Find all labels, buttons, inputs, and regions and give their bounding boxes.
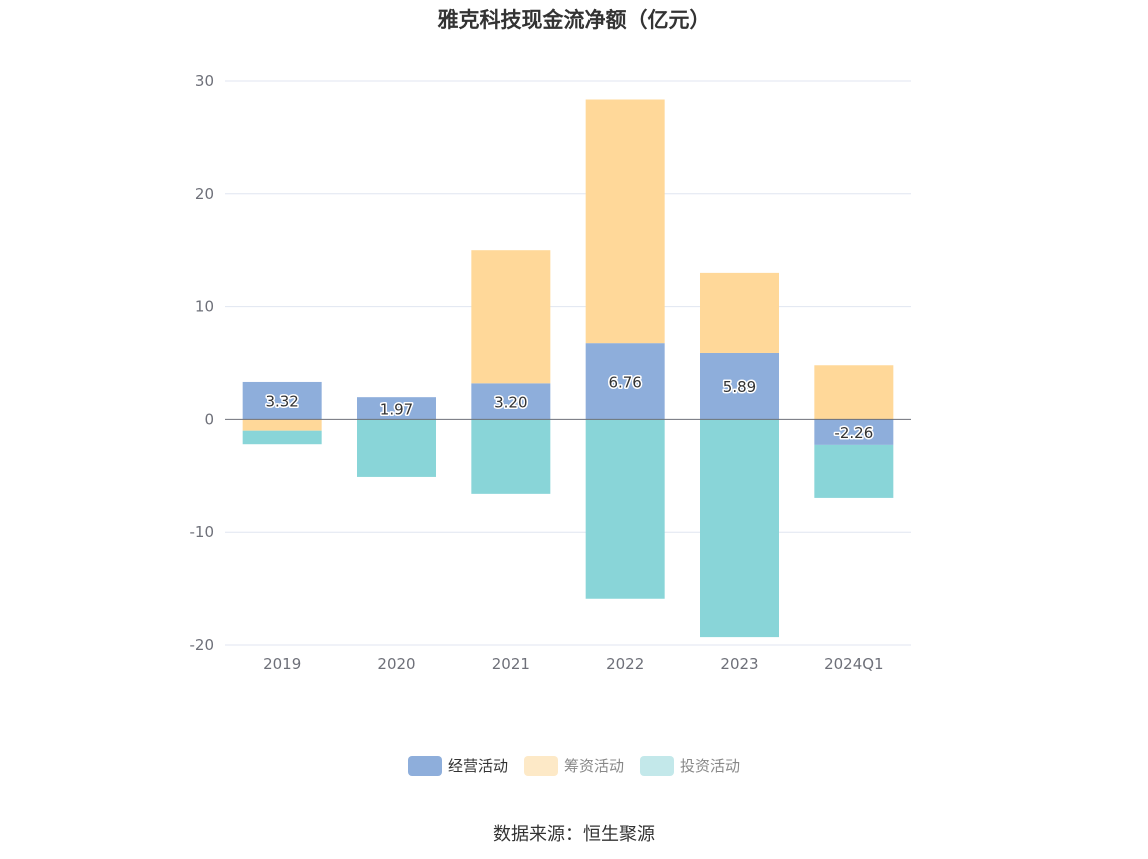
bar-经营活动-2023 <box>700 352 779 420</box>
legend: 经营活动 筹资活动 投资活动 <box>0 755 1148 776</box>
legend-item-筹资活动[interactable]: 筹资活动 <box>523 755 624 776</box>
chart-title: 雅克科技现金流净额（亿元） <box>437 8 711 32</box>
source-note: 数据来源：恒生聚源 <box>493 824 655 845</box>
x-tick-label: 2019 <box>263 655 301 673</box>
data-label: 1.97 <box>380 400 413 418</box>
data-label: -2.26 <box>834 424 873 442</box>
legend-swatch <box>407 755 442 776</box>
axes: -20 -10 0 10 20 30 2019 2020 2021 2022 2023 2024Q1 <box>190 72 911 673</box>
bar-筹资活动-2024Q1 <box>814 365 894 420</box>
bar-筹资活动-2021 <box>471 250 551 384</box>
bar-投资活动-2020 <box>357 419 436 477</box>
bar-投资活动-2021 <box>471 419 551 494</box>
y-tick-label: 10 <box>195 298 214 316</box>
y-tick-label: 0 <box>204 410 214 428</box>
grid-lines <box>225 80 911 646</box>
bar-投资活动-2019 <box>242 430 322 445</box>
bar-筹资活动-2019 <box>242 419 322 431</box>
y-tick-label: 30 <box>195 72 214 90</box>
data-label: 5.89 <box>723 378 756 396</box>
legend-label: 经营活动 <box>447 757 508 775</box>
y-tick-label: -10 <box>190 523 215 541</box>
data-labels: 3.32 1.97 3.20 6.76 5.89 -2.26 <box>264 372 875 444</box>
bar-投资活动-2023 <box>700 419 779 638</box>
data-label: 3.20 <box>494 393 527 411</box>
bars <box>242 99 894 638</box>
y-tick-label: -20 <box>190 636 215 654</box>
x-tick-label: 2021 <box>492 655 530 673</box>
bar-投资活动-2022 <box>585 419 665 599</box>
x-tick-label: 2023 <box>720 655 758 673</box>
x-tick-label: 2020 <box>377 655 415 673</box>
bar-投资活动-2024Q1 <box>814 444 894 498</box>
data-label: 3.32 <box>265 393 298 411</box>
bar-筹资活动-2023 <box>700 272 779 353</box>
bar-经营活动-2024Q1 <box>814 419 894 445</box>
bar-经营活动-2019 <box>242 381 322 420</box>
bar-经营活动-2022 <box>585 343 665 420</box>
y-tick-label: 20 <box>195 185 214 203</box>
legend-label: 投资活动 <box>680 757 741 775</box>
legend-label: 筹资活动 <box>563 757 624 775</box>
data-label: 6.76 <box>608 373 641 391</box>
legend-item-经营活动[interactable]: 经营活动 <box>407 755 508 776</box>
bar-筹资活动-2022 <box>585 99 665 344</box>
bar-经营活动-2020 <box>357 397 436 420</box>
x-tick-label: 2022 <box>606 655 644 673</box>
legend-item-投资活动[interactable]: 投资活动 <box>640 755 740 776</box>
legend-swatch <box>640 755 674 776</box>
bar-经营活动-2021 <box>471 383 551 420</box>
legend-swatch <box>523 755 558 776</box>
x-tick-label: 2024Q1 <box>824 655 884 673</box>
